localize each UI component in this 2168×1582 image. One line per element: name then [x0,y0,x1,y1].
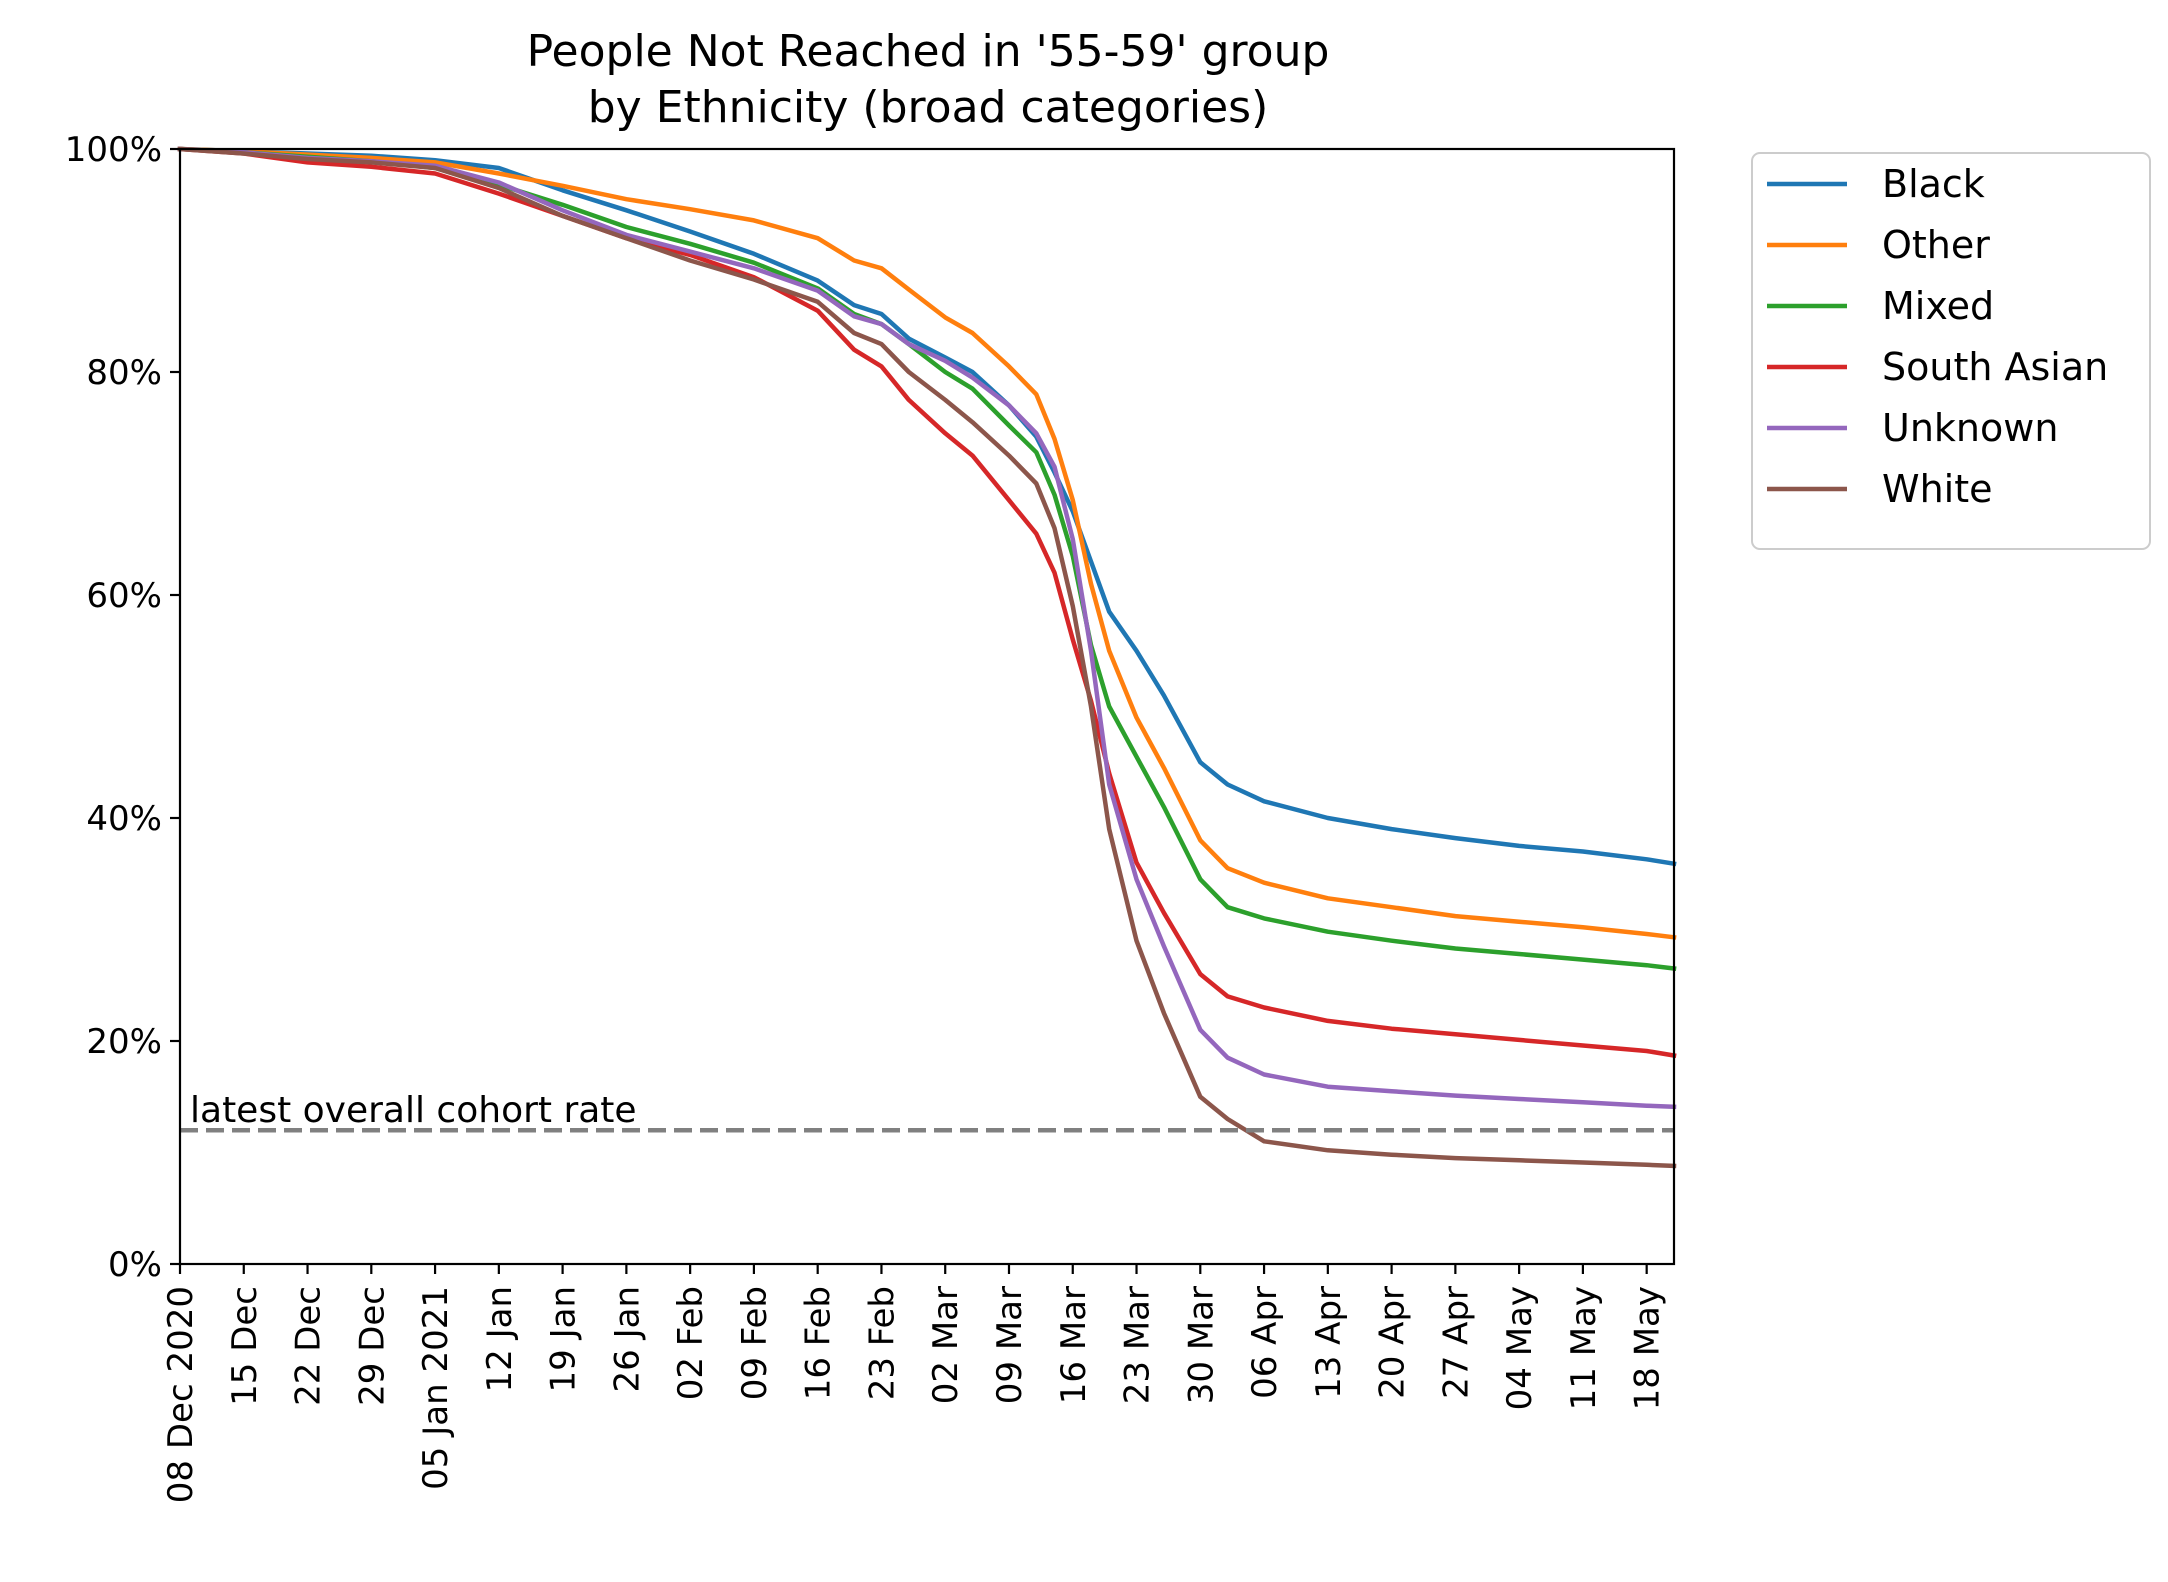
x-tick-label: 16 Mar [1054,1286,1094,1404]
x-tick-label: 23 Mar [1118,1286,1158,1404]
x-tick-label: 04 May [1500,1286,1540,1410]
legend-label-mixed: Mixed [1882,284,1994,328]
x-tick-label: 27 Apr [1436,1286,1476,1399]
x-tick-label: 02 Mar [926,1286,966,1404]
x-tick-label: 18 May [1628,1286,1668,1410]
series-line-unknown [177,146,1677,1110]
series-line-other [177,146,1677,940]
x-tick-label: 26 Jan [607,1286,647,1392]
legend-label-unknown: Unknown [1882,406,2058,450]
x-tick-label: 09 Mar [990,1286,1030,1404]
x-tick-label: 12 Jan [480,1286,520,1392]
series-line-white [177,146,1677,1169]
chart-subtitle: by Ethnicity (broad categories) [588,82,1269,133]
x-tick-label: 05 Jan 2021 [416,1286,456,1490]
legend-label-south-asian: South Asian [1882,345,2108,389]
x-tick-label: 15 Dec [225,1286,265,1406]
y-tick-label: 20% [86,1022,162,1062]
y-tick-label: 40% [86,799,162,839]
x-tick-label: 22 Dec [289,1286,329,1406]
series-line-mixed [177,146,1677,972]
x-tick-label: 20 Apr [1373,1286,1413,1399]
x-tick-label: 08 Dec 2020 [161,1286,201,1503]
tick-labels: 0% 20% 40% 60% 80% 100% 08 Dec 2020 15 Dec 22 De… [65,130,1668,1503]
chart-title: People Not Reached in '55-59' group [527,26,1330,77]
y-tick-label: 60% [86,576,162,616]
x-tick-label: 29 Dec [352,1286,392,1406]
series-lines [177,146,1677,1169]
x-tick-label: 19 Jan [544,1286,584,1392]
x-tick-label: 23 Feb [863,1286,903,1400]
x-tick-label: 11 May [1564,1286,1604,1410]
plot-frame [178,147,1676,1266]
series-line-black [177,146,1677,867]
x-tick-label: 02 Feb [671,1286,711,1400]
y-tick-label: 80% [86,353,162,393]
legend-label-white: White [1882,467,1993,511]
y-tick-label: 100% [65,130,162,170]
legend: Black Other Mixed South Asian Unknown White [1751,152,2151,550]
x-tick-label: 30 Mar [1181,1286,1221,1404]
legend-label-black: Black [1882,162,1985,206]
reference-line-label: latest overall cohort rate [190,1090,637,1131]
legend-box [1751,152,2151,550]
y-tick-label: 0% [108,1245,162,1285]
series-line-south-asian [177,146,1677,1059]
x-tick-label: 16 Feb [799,1286,839,1400]
reference-line-group: latest overall cohort rate [180,1090,1674,1133]
legend-label-other: Other [1882,223,1990,267]
x-tick-label: 13 Apr [1309,1286,1349,1399]
axes [178,147,1676,1266]
x-tick-label: 06 Apr [1245,1286,1285,1399]
x-tick-label: 09 Feb [735,1286,775,1400]
